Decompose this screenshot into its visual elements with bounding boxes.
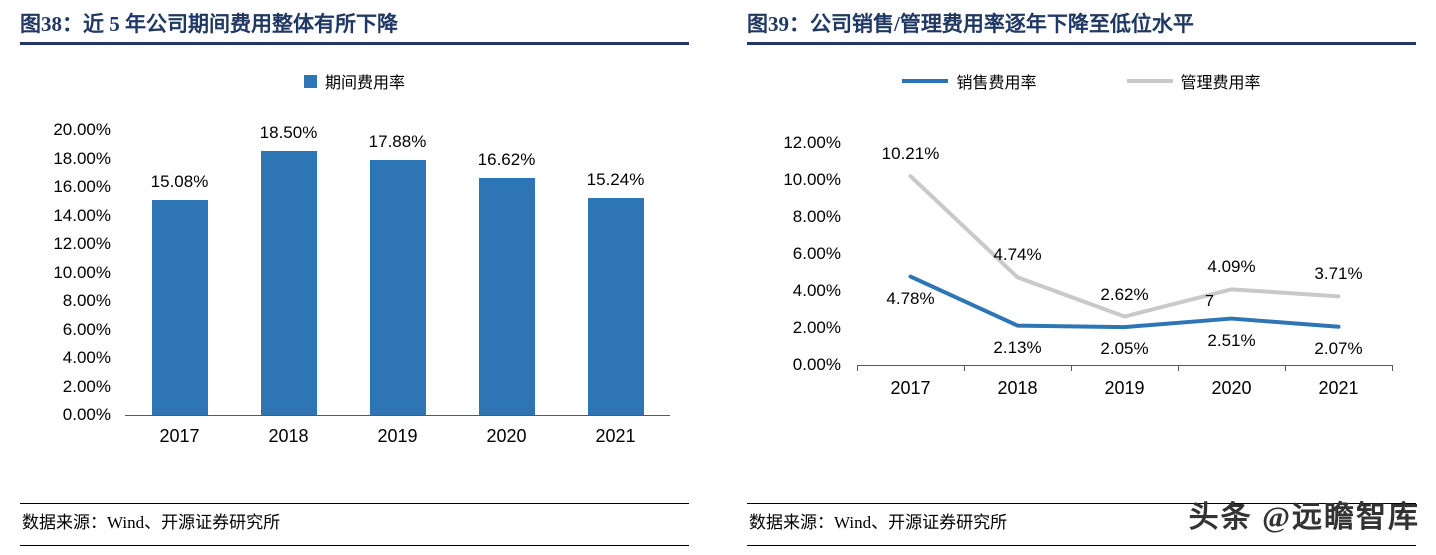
line-series-sales: [908, 274, 1341, 330]
figure-38-legend: 期间费用率: [20, 69, 689, 93]
legend-label-admin: 管理费用率: [1180, 75, 1261, 92]
x-axis-label: 2021: [1318, 378, 1359, 398]
legend-label-sales: 销售费用率: [956, 75, 1037, 92]
bar-2018: [260, 151, 317, 415]
figure-39-title: 图39：公司销售/管理费用率逐年下降至低位水平: [747, 12, 1194, 36]
y-axis-label: 0.00%: [62, 405, 111, 424]
y-axis-label: 12.00%: [53, 234, 111, 253]
y-axis-label: 4.00%: [62, 348, 111, 367]
y-axis-label: 14.00%: [53, 205, 111, 225]
figure-38-panel: 图38：近 5 年公司期间费用整体有所下降 期间费用率 0.00% 2.00% 4.…: [20, 8, 689, 546]
x-axis-label: 2020: [486, 426, 527, 446]
line-value-label-admin-2018: 4.74%: [993, 245, 1042, 265]
y-axis-label: 6.00%: [792, 244, 841, 263]
x-axis-tick: [1178, 365, 1179, 371]
x-axis-label: 2018: [268, 426, 309, 446]
x-axis-label: 2019: [377, 426, 418, 446]
bar-2019: [369, 160, 426, 415]
x-axis-tick: [964, 365, 965, 371]
bar-2017: [151, 200, 208, 415]
y-axis-label: 8.00%: [792, 207, 841, 226]
y-axis-label: 12.00%: [783, 133, 841, 152]
y-axis-label: 10.00%: [53, 262, 111, 282]
figure-38-source-text: 数据来源：Wind、开源证券研究所: [22, 513, 281, 532]
legend-item-admin-expense-ratio: 管理费用率: [1126, 69, 1261, 93]
bar-2021: [587, 197, 644, 415]
x-axis-label: 2018: [997, 378, 1038, 398]
line-value-label-admin-2020: 4.09%: [1207, 257, 1256, 277]
x-axis-tick: [1285, 365, 1286, 371]
x-axis-label: 2017: [159, 426, 200, 446]
legend-square-swatch-icon: [303, 74, 317, 88]
figure-39-source-text: 数据来源：Wind、开源证券研究所: [749, 513, 1008, 532]
bar-value-label: 15.24%: [586, 169, 645, 189]
line-value-label-admin-2017: 10.21%: [881, 144, 940, 164]
legend-item-sales-expense-ratio: 销售费用率: [902, 69, 1037, 93]
x-axis-tick: [857, 365, 858, 371]
x-axis-label: 2021: [595, 426, 636, 446]
line-value-label-sales-2020: 2.51%: [1207, 330, 1256, 350]
x-axis-label: 2017: [890, 378, 931, 398]
bar-value-label: 15.08%: [150, 172, 209, 192]
bar-value-label: 17.88%: [368, 132, 427, 152]
annotation-label: 7: [1205, 292, 1214, 310]
x-axis-line: [857, 365, 1392, 366]
figure-39-panel: 图39：公司销售/管理费用率逐年下降至低位水平 销售费用率 管理费用率 0.00…: [747, 8, 1416, 546]
figure-39-legend: 销售费用率 管理费用率: [747, 69, 1416, 93]
x-axis-label: 2019: [1104, 378, 1145, 398]
line-chart-plot: 0.00% 2.00% 4.00% 6.00% 8.00% 10.00% 12.00% 4.7…: [747, 133, 1416, 415]
y-axis-label: 2.00%: [792, 318, 841, 337]
line-value-label-sales-2018: 2.13%: [993, 337, 1042, 357]
y-axis-label: 4.00%: [792, 281, 841, 300]
line-value-label-sales-2021: 2.07%: [1314, 338, 1363, 358]
figure-39-title-rule: [747, 42, 1416, 45]
x-axis-label: 2020: [1211, 378, 1252, 398]
y-axis-label: 6.00%: [62, 319, 111, 339]
line-value-label-admin-2021: 3.71%: [1314, 264, 1363, 284]
bar-value-label: 16.62%: [477, 150, 536, 170]
line-value-label-sales-2019: 2.05%: [1100, 339, 1149, 359]
line-chart-svg: [908, 174, 1341, 330]
line-series-admin: [908, 174, 1341, 319]
watermark: 头条 @远瞻智库: [1188, 501, 1420, 534]
x-axis-line: [125, 415, 670, 416]
y-axis-label: 10.00%: [783, 170, 841, 189]
y-axis-label: 0.00%: [792, 355, 841, 374]
bar-value-label: 18.50%: [259, 123, 318, 143]
line-value-label-sales-2017: 4.78%: [886, 288, 935, 308]
y-axis-label: 18.00%: [53, 148, 111, 168]
y-axis-label: 16.00%: [53, 177, 111, 196]
line-value-label-admin-2019: 2.62%: [1100, 284, 1149, 304]
figure-38-source-block: 数据来源：Wind、开源证券研究所: [20, 503, 689, 546]
legend-line-swatch-sales-icon: [902, 79, 949, 83]
figure-39-source-block: 数据来源：Wind、开源证券研究所: [747, 503, 1416, 546]
bar-chart-plot: 0.00% 2.00% 4.00% 6.00% 8.00% 10.00% 12.00% 14.…: [20, 103, 689, 455]
legend-item-period-expense-ratio: 期间费用率: [303, 69, 405, 93]
y-axis-label: 8.00%: [62, 291, 111, 310]
legend-label: 期间费用率: [324, 75, 405, 92]
x-axis-tick: [1071, 365, 1072, 371]
x-axis-tick: [1392, 365, 1393, 371]
figure-38-title: 图38：近 5 年公司期间费用整体有所下降: [20, 12, 398, 36]
bar-2020: [478, 178, 535, 415]
figure-38-title-rule: [20, 42, 689, 45]
y-axis-label: 2.00%: [62, 376, 111, 396]
legend-line-swatch-admin-icon: [1126, 79, 1173, 83]
y-axis-label: 20.00%: [53, 120, 111, 139]
